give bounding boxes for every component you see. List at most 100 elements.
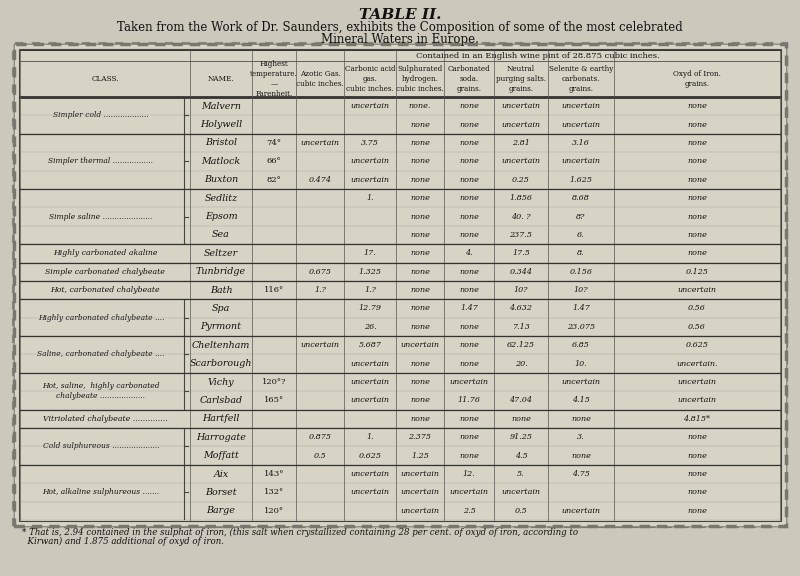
Text: none: none bbox=[687, 507, 707, 515]
Text: 17.: 17. bbox=[364, 249, 376, 257]
Text: 5.: 5. bbox=[517, 470, 525, 478]
Text: Kirwan) and 1.875 additional of oxyd of iron.: Kirwan) and 1.875 additional of oxyd of … bbox=[22, 537, 224, 546]
Text: 0.675: 0.675 bbox=[309, 268, 331, 276]
Text: none: none bbox=[410, 286, 430, 294]
Text: Selenite & earthy
carbonats.
grains.: Selenite & earthy carbonats. grains. bbox=[549, 65, 613, 93]
Text: none: none bbox=[459, 286, 479, 294]
Text: 1.?: 1.? bbox=[314, 286, 326, 294]
Text: Vichy: Vichy bbox=[208, 377, 234, 386]
Text: 1.25: 1.25 bbox=[411, 452, 429, 460]
Text: Highly carbonated chalybeate ....: Highly carbonated chalybeate .... bbox=[38, 314, 164, 321]
Bar bbox=[14, 44, 786, 526]
Text: none: none bbox=[687, 139, 707, 147]
Text: none: none bbox=[410, 378, 430, 386]
Bar bbox=[14, 44, 786, 526]
Text: 1.47: 1.47 bbox=[572, 305, 590, 313]
Text: 40. ?: 40. ? bbox=[511, 213, 530, 221]
Text: Spa: Spa bbox=[212, 304, 230, 313]
Text: 1.: 1. bbox=[366, 433, 374, 441]
Text: 0.625: 0.625 bbox=[358, 452, 382, 460]
Text: * That is, 2.94 contained in the sulphat of iron, (this salt when crystallized c: * That is, 2.94 contained in the sulphat… bbox=[22, 528, 578, 537]
Text: none: none bbox=[410, 139, 430, 147]
Text: none: none bbox=[687, 470, 707, 478]
Text: 10?: 10? bbox=[514, 286, 528, 294]
Text: 8?: 8? bbox=[576, 213, 586, 221]
Text: 4.815*: 4.815* bbox=[683, 415, 710, 423]
Text: Scarborough: Scarborough bbox=[190, 359, 252, 368]
Text: none: none bbox=[459, 102, 479, 110]
Text: none: none bbox=[459, 176, 479, 184]
Text: 6.: 6. bbox=[577, 231, 585, 239]
Text: Simpler thermal .................: Simpler thermal ................. bbox=[49, 157, 154, 165]
Text: 4.: 4. bbox=[465, 249, 473, 257]
Text: Epsom: Epsom bbox=[205, 212, 238, 221]
Text: Carbonic acid
gas.
cubic inches.: Carbonic acid gas. cubic inches. bbox=[345, 65, 395, 93]
Text: none: none bbox=[459, 194, 479, 202]
Text: none: none bbox=[687, 102, 707, 110]
Text: 26.: 26. bbox=[364, 323, 376, 331]
Text: none: none bbox=[459, 415, 479, 423]
Text: none: none bbox=[410, 120, 430, 128]
Text: uncertain: uncertain bbox=[678, 396, 717, 404]
Text: Carbonated
soda.
grains.: Carbonated soda. grains. bbox=[448, 65, 490, 93]
Text: 2.81: 2.81 bbox=[512, 139, 530, 147]
Text: uncertain: uncertain bbox=[401, 470, 439, 478]
Text: none: none bbox=[687, 157, 707, 165]
Text: 62.125: 62.125 bbox=[507, 342, 535, 349]
Text: uncertain: uncertain bbox=[450, 378, 489, 386]
Text: Simpler cold ...................: Simpler cold ................... bbox=[53, 111, 149, 119]
Text: Borset: Borset bbox=[205, 488, 237, 497]
Text: uncertain: uncertain bbox=[562, 102, 601, 110]
Text: 7.13: 7.13 bbox=[512, 323, 530, 331]
Text: Bristol: Bristol bbox=[205, 138, 237, 147]
Text: 116°: 116° bbox=[264, 286, 284, 294]
Text: Highest
temperature.
—
Farenheit.: Highest temperature. — Farenheit. bbox=[250, 60, 298, 98]
Text: none: none bbox=[687, 488, 707, 497]
Text: Seltzer: Seltzer bbox=[204, 249, 238, 258]
Text: Sea: Sea bbox=[212, 230, 230, 240]
Text: none: none bbox=[410, 176, 430, 184]
Text: 20.: 20. bbox=[514, 359, 527, 367]
Text: Pyrmont: Pyrmont bbox=[201, 323, 242, 331]
Text: none: none bbox=[410, 213, 430, 221]
Text: Harrogate: Harrogate bbox=[196, 433, 246, 442]
Text: Saline, carbonated chalybeate ....: Saline, carbonated chalybeate .... bbox=[38, 350, 165, 358]
Text: Azotic Gas.
cubic inches.: Azotic Gas. cubic inches. bbox=[296, 70, 344, 88]
Text: 12.: 12. bbox=[462, 470, 475, 478]
Text: none: none bbox=[459, 120, 479, 128]
Text: Mineral Waters in Europe.: Mineral Waters in Europe. bbox=[321, 33, 479, 46]
Text: none: none bbox=[410, 359, 430, 367]
Text: 10?: 10? bbox=[574, 286, 588, 294]
Text: Carlsbad: Carlsbad bbox=[199, 396, 242, 405]
Text: 11.76: 11.76 bbox=[458, 396, 481, 404]
Text: none: none bbox=[687, 452, 707, 460]
Text: none: none bbox=[687, 433, 707, 441]
Text: Cheltenham: Cheltenham bbox=[192, 341, 250, 350]
Text: none: none bbox=[410, 194, 430, 202]
Text: uncertain: uncertain bbox=[401, 342, 439, 349]
Text: Moffatt: Moffatt bbox=[203, 451, 239, 460]
Text: 4.632: 4.632 bbox=[510, 305, 533, 313]
Text: Simple carbonated chalybeate: Simple carbonated chalybeate bbox=[45, 268, 165, 276]
Text: none: none bbox=[459, 231, 479, 239]
Text: 47.04: 47.04 bbox=[510, 396, 533, 404]
Text: 1.: 1. bbox=[366, 194, 374, 202]
Text: 10.: 10. bbox=[574, 359, 587, 367]
Text: Hot, alkaline sulphureous .......: Hot, alkaline sulphureous ....... bbox=[42, 488, 159, 497]
Text: 66°: 66° bbox=[266, 157, 282, 165]
Text: none: none bbox=[410, 157, 430, 165]
Text: none: none bbox=[687, 213, 707, 221]
Text: uncertain: uncertain bbox=[350, 470, 390, 478]
Text: uncertain: uncertain bbox=[502, 488, 541, 497]
Text: Hot, saline,  highly carbonated
chalybeate ...................: Hot, saline, highly carbonated chalybeat… bbox=[42, 382, 160, 400]
Text: Bath: Bath bbox=[210, 286, 232, 294]
Text: 17.5: 17.5 bbox=[512, 249, 530, 257]
Text: Sedlitz: Sedlitz bbox=[205, 194, 238, 203]
Text: 91.25: 91.25 bbox=[510, 433, 533, 441]
Text: none: none bbox=[459, 213, 479, 221]
Text: Holywell: Holywell bbox=[200, 120, 242, 129]
Text: uncertain: uncertain bbox=[350, 378, 390, 386]
Text: CLASS.: CLASS. bbox=[91, 75, 118, 83]
Text: 3.: 3. bbox=[577, 433, 585, 441]
Text: uncertain: uncertain bbox=[350, 488, 390, 497]
